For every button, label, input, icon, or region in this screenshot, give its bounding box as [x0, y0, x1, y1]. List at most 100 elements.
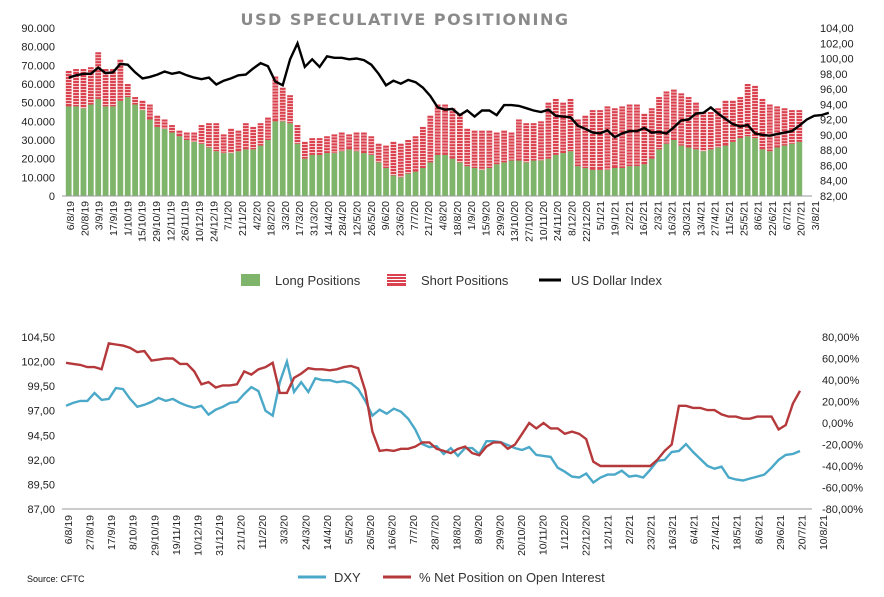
short-position-bar [619, 106, 626, 168]
x-tick-label: 4/8/20 [438, 201, 450, 230]
long-position-bar [707, 149, 714, 196]
long-position-bar [626, 166, 633, 196]
short-position-bar [685, 97, 692, 148]
x-tick-label: 8/6/21 [753, 201, 765, 230]
x-tick-label: 21/1/20 [237, 201, 249, 236]
short-position-bar [375, 143, 382, 163]
short-position-bar [501, 130, 507, 163]
short-positions-bars [65, 52, 803, 178]
x-tick-label: 7/7/20 [409, 201, 421, 230]
long-position-bar [789, 143, 795, 196]
long-position-bar [375, 162, 382, 196]
long-position-bar [390, 175, 397, 196]
long-position-bar [324, 153, 330, 196]
left-tick-label: 10.000 [21, 172, 55, 184]
right-tick-label: -60,00% [822, 483, 863, 495]
long-position-bar [523, 162, 530, 196]
x-tick-label: 22/12/20 [581, 201, 593, 242]
short-position-bar [449, 108, 456, 159]
long-position-bar [471, 168, 478, 196]
x-tick-label: 4/2/20 [251, 201, 263, 230]
x-tick-label: 24/11/20 [552, 201, 564, 241]
long-position-bar [412, 171, 419, 196]
long-position-bar [589, 169, 596, 196]
long-position-bar [301, 158, 308, 196]
x-tick-label: 11/2/20 [257, 515, 269, 549]
long-position-bar [161, 128, 168, 196]
short-position-bar [442, 104, 448, 155]
long-position-bar [331, 153, 338, 196]
x-tick-label: 1/10/19 [122, 201, 134, 236]
long-position-bar [242, 149, 249, 196]
x-tick-label: 20/10/20 [516, 515, 528, 556]
legend-label-usd: US Dollar Index [571, 273, 663, 288]
short-position-bar [87, 67, 94, 105]
left-tick-label: 102,00 [21, 357, 55, 369]
long-position-bar [619, 168, 626, 196]
x-tick-label: 16/3/21 [667, 201, 679, 236]
legend: DXY % Net Position on Open Interest [298, 570, 605, 585]
long-position-bar [663, 143, 670, 196]
x-tick-label: 14/4/20 [322, 515, 334, 550]
long-position-bar [272, 121, 279, 196]
short-position-bar [353, 132, 360, 152]
x-tick-label: 17/3/20 [294, 201, 306, 236]
x-tick-label: 18/5/21 [732, 515, 744, 550]
short-position-bar [589, 110, 596, 170]
x-tick-label: 16/2/21 [638, 201, 650, 236]
short-position-bar [169, 125, 175, 133]
short-position-bar [508, 132, 515, 161]
short-position-bar [390, 141, 397, 176]
short-position-bar [287, 95, 293, 124]
x-tick-label: 29/9/20 [494, 515, 506, 550]
short-position-bar [73, 69, 79, 107]
x-tick-label: 29/10/19 [151, 201, 163, 242]
short-position-bar [368, 136, 375, 155]
long-position-bar [744, 136, 751, 196]
long-position-bar [678, 145, 685, 196]
short-position-bar [789, 110, 795, 144]
right-tick-label: 94,00 [820, 99, 848, 111]
short-position-bar [242, 123, 249, 150]
chart-title: USD SPECULATIVE POSITIONING [240, 10, 569, 29]
long-position-bar [567, 151, 574, 196]
legend-label-short: Short Positions [421, 273, 509, 288]
dxy-vs-net-position-chart: 87,00 89,50 92,00 94,50 97,00 99,50 102,00 104,… [21, 332, 863, 585]
long-position-bar [575, 166, 581, 196]
left-tick-label: 94,50 [27, 430, 55, 442]
left-tick-label: 50.000 [21, 98, 55, 110]
long-position-bar [117, 100, 124, 196]
x-tick-label: 21/1/20 [236, 515, 248, 550]
x-tick-label: 27/8/19 [85, 515, 97, 550]
dxy-line [65, 357, 801, 485]
x-tick-label: 13/4/21 [695, 201, 707, 236]
long-position-bar [257, 145, 264, 196]
long-position-bar [582, 168, 589, 196]
x-tick-label: 11/5/21 [724, 201, 736, 235]
long-position-bar [715, 147, 722, 196]
long-position-bar [346, 149, 353, 196]
short-position-bar [102, 69, 109, 107]
long-position-bar [449, 158, 456, 196]
short-position-bar [405, 140, 412, 174]
x-tick-label: 5/5/20 [343, 515, 355, 544]
short-position-bar [198, 125, 205, 144]
long-position-bar [560, 153, 567, 196]
source-note: Source: CFTC [27, 574, 85, 584]
long-position-bar [176, 136, 183, 196]
us-dollar-index-line [68, 39, 830, 139]
long-position-bar [154, 126, 161, 196]
long-position-bar [456, 162, 463, 196]
long-position-bar [316, 154, 323, 196]
right-tick-label: 90,00 [820, 130, 848, 142]
x-axis-ticks: 6/8/19 27/8/19 17/9/19 8/10/19 29/10/19 19/11… [63, 515, 830, 556]
long-position-bar [493, 164, 500, 196]
long-position-bar [183, 140, 190, 196]
right-tick-label: 98,00 [820, 69, 848, 81]
x-tick-label: 18/8/20 [452, 201, 464, 236]
short-position-bar [294, 125, 301, 144]
long-position-bar [670, 140, 677, 196]
x-tick-label: 8/12/20 [566, 201, 578, 236]
short-position-bar [183, 132, 190, 140]
